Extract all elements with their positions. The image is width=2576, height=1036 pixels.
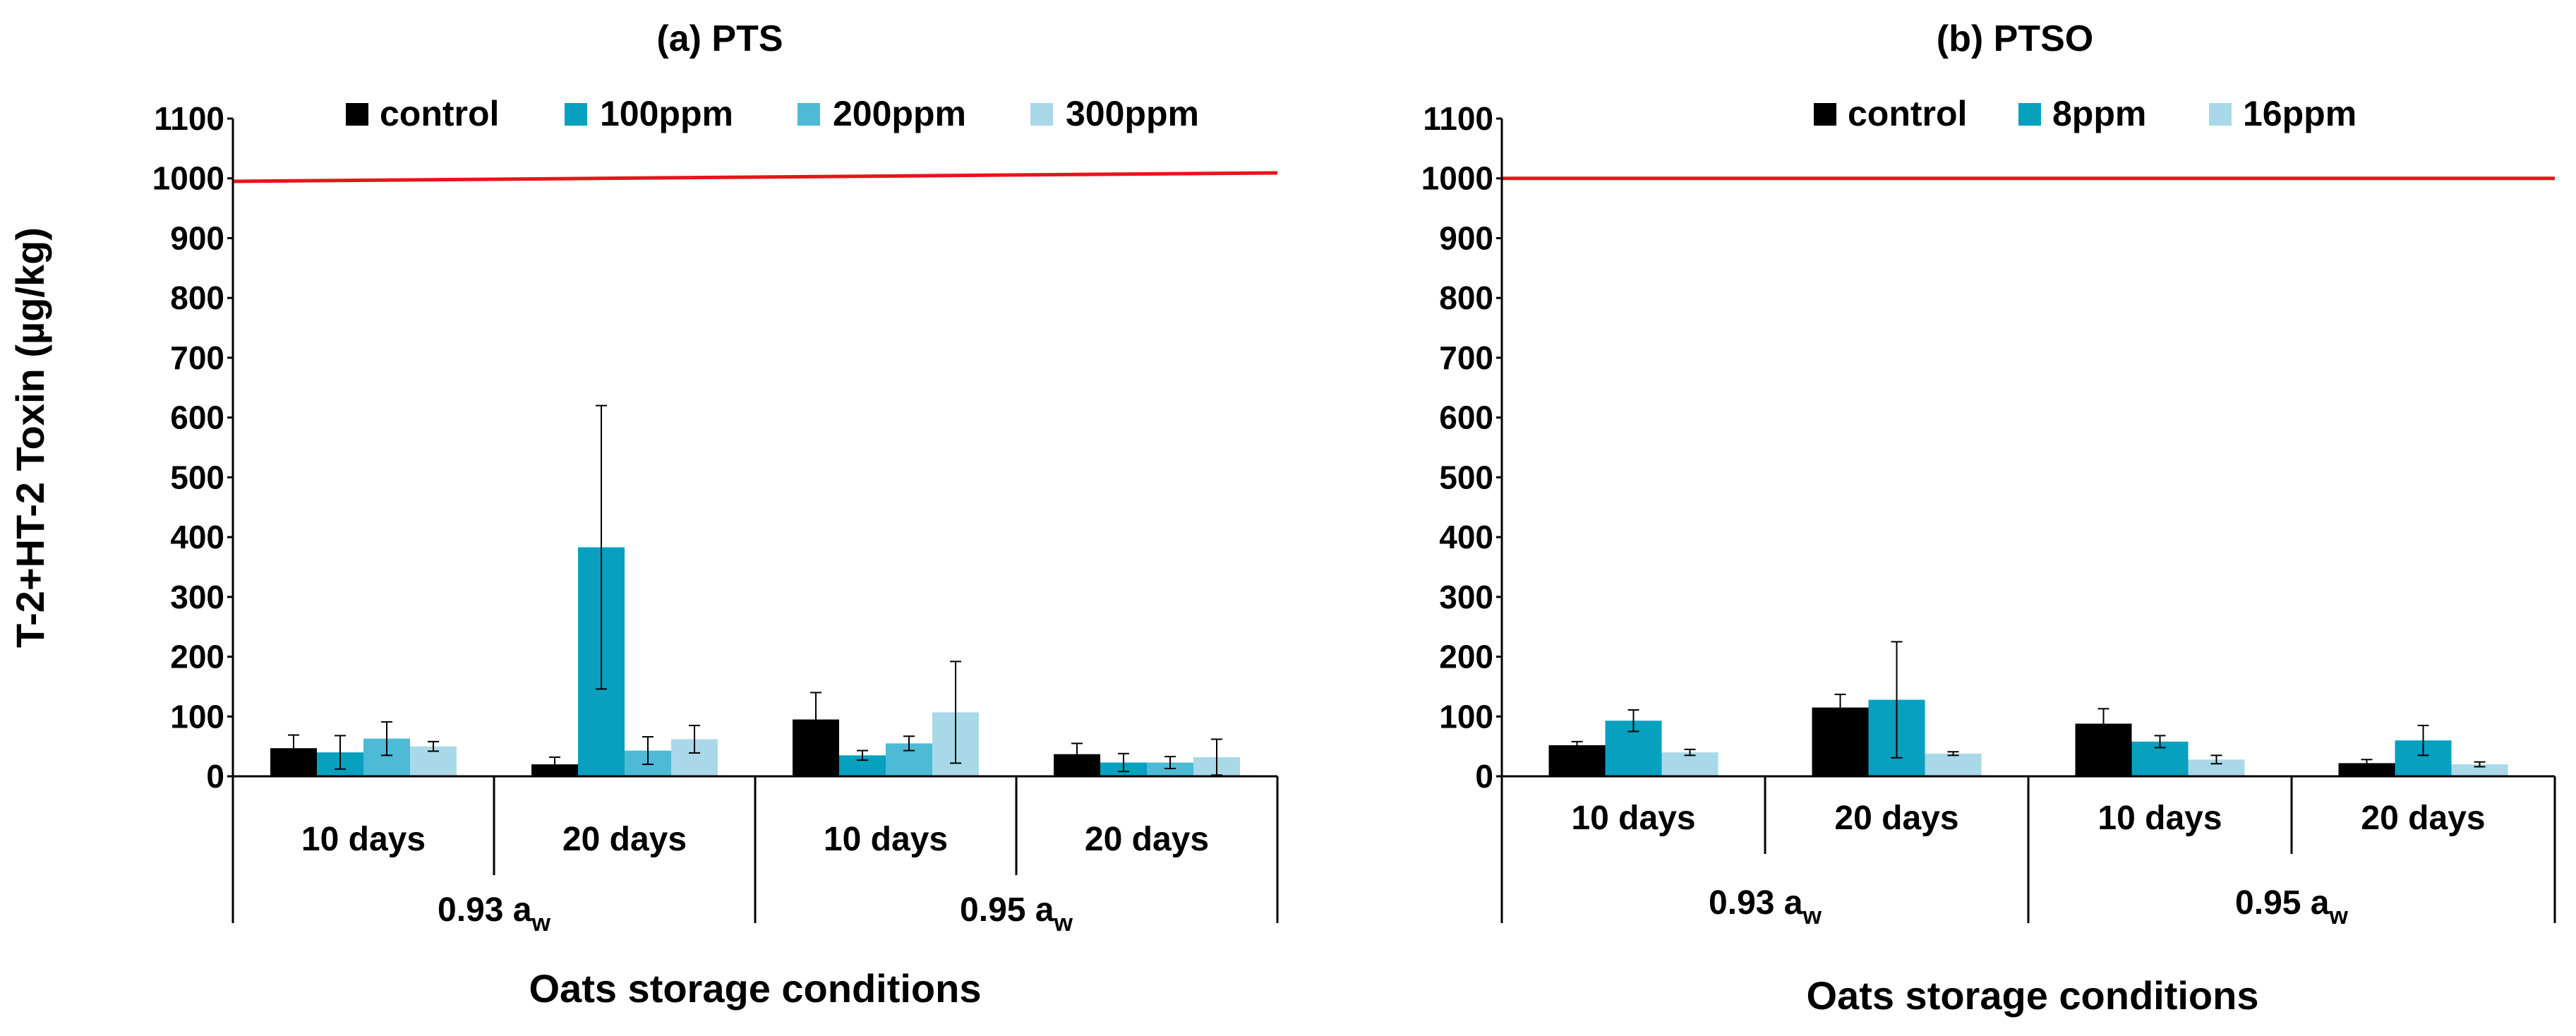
panel-a-bars [232, 171, 1278, 776]
y-tick-label: 600 [170, 399, 224, 436]
x-category-label: 10 days [301, 821, 426, 858]
x-category-label: 20 days [2361, 800, 2485, 837]
y-tick-label: 400 [1439, 519, 1493, 555]
y-tick-label: 100 [1439, 698, 1493, 735]
y-tick-label: 900 [1439, 219, 1493, 256]
y-tick-label: 400 [170, 519, 224, 555]
legend-label-100ppm: 100ppm [600, 94, 733, 133]
panel-a-x-axis: 10 days 20 days 10 days 20 days 0.93 aw 0.95 … [227, 117, 1279, 936]
x-category-label: 10 days [2097, 800, 2222, 837]
y-tick-label: 0 [1475, 758, 1493, 795]
y-tick-label: 500 [170, 459, 224, 495]
legend-label-control: control [380, 94, 499, 133]
legend-label-control: control [1848, 94, 1967, 133]
legend-swatch-300ppm [1030, 103, 1053, 126]
panel-a-pts: (a) PTS control 100ppm 200ppm 300ppm 0 100 20… [152, 18, 1279, 1011]
bar-200ppm [1147, 762, 1193, 776]
x-group-label: 0.93 aw [1709, 884, 1822, 929]
panel-b-legend: control 8ppm 16ppm [1814, 94, 2357, 133]
panel-b-x-axis: 10 days 20 days 10 days 20 days 0.93 aw 0.95 … [1496, 117, 2556, 929]
bar-control [2338, 763, 2395, 776]
y-tick-label: 1100 [154, 100, 224, 137]
y-axis-title: T-2+HT-2 Toxin (µg/kg) [8, 227, 52, 648]
panel-b-x-axis-title: Oats storage conditions [1807, 973, 2259, 1018]
y-tick-label: 300 [1439, 579, 1493, 615]
y-tick-label: 200 [170, 639, 224, 675]
y-tick-label: 700 [1439, 339, 1493, 376]
bar-16ppm [2188, 759, 2245, 776]
legend-swatch-100ppm [565, 103, 587, 126]
legend-label-16ppm: 16ppm [2243, 94, 2357, 133]
y-tick-label: 0 [206, 758, 224, 795]
bar-16ppm [1661, 752, 1719, 776]
panel-a-x-axis-title: Oats storage conditions [529, 966, 982, 1011]
y-tick-label: 800 [170, 279, 224, 316]
y-tick-label: 300 [170, 579, 224, 615]
y-tick-label: 700 [170, 339, 224, 376]
panel-b-title: (b) PTSO [1937, 18, 2093, 59]
panel-b-bars [1502, 176, 2555, 776]
legend-swatch-8ppm [2018, 103, 2041, 126]
legend-label-200ppm: 200ppm [833, 94, 966, 133]
x-group-label: 0.95 aw [960, 891, 1073, 936]
x-category-label: 20 days [562, 821, 687, 858]
panel-a-legend: control 100ppm 200ppm 300ppm [346, 94, 1199, 133]
panel-a-title: (a) PTS [656, 18, 783, 59]
bar-control [1548, 745, 1606, 776]
y-tick-label: 1100 [1423, 100, 1493, 137]
y-tick-label: 900 [170, 219, 224, 256]
x-category-label: 20 days [1834, 800, 1958, 837]
x-category-label: 20 days [1085, 821, 1209, 858]
y-tick-label: 500 [1439, 459, 1493, 495]
y-tick-label: 200 [1439, 639, 1493, 675]
y-tick-label: 1000 [152, 160, 224, 197]
panel-a-axes: 0 100 200 300 400 500 600 700 800 900 1000 1100 [152, 100, 224, 795]
bar-16ppm [1925, 753, 1982, 776]
x-category-label: 10 days [824, 821, 948, 858]
x-group-label: 0.93 aw [438, 891, 550, 936]
panel-b-ptso: (b) PTSO control 8ppm 16ppm 0 100 200 300 400 5… [1421, 18, 2556, 1018]
bar-16ppm [2451, 764, 2508, 776]
legend-swatch-control [346, 103, 368, 126]
x-group-label: 0.95 aw [2235, 884, 2348, 929]
threshold-line [232, 171, 1278, 183]
x-category-label: 10 days [1571, 800, 1695, 837]
legend-swatch-200ppm [798, 103, 820, 126]
y-tick-label: 600 [1439, 399, 1493, 436]
legend-swatch-16ppm [2209, 103, 2232, 126]
y-tick-label: 100 [170, 698, 224, 735]
legend-swatch-control [1814, 103, 1836, 126]
y-tick-label: 1000 [1421, 160, 1493, 197]
panel-b-axes: 0 100 200 300 400 500 600 700 800 900 1000 1100 [1421, 100, 1493, 795]
legend-label-8ppm: 8ppm [2052, 94, 2146, 133]
y-tick-label: 800 [1439, 279, 1493, 316]
legend-label-300ppm: 300ppm [1066, 94, 1199, 133]
